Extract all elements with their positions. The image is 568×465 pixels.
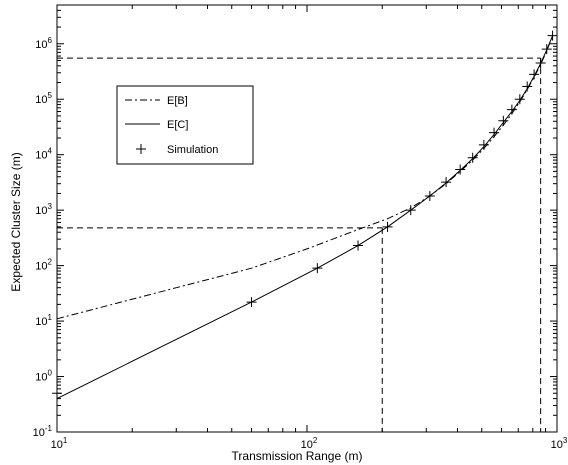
legend: E[B] E[C] Simulation <box>116 85 254 165</box>
simulation-point <box>535 57 546 68</box>
simulation-point <box>246 297 257 308</box>
y-tick-label: 104 <box>35 147 52 162</box>
simulation-point <box>478 139 489 150</box>
legend-label-1: E[C] <box>167 119 188 131</box>
simulation-point <box>441 177 452 188</box>
simulation-point <box>467 152 478 163</box>
legend-label-2: Simulation <box>167 144 218 156</box>
legend-marker-simulation <box>136 144 146 154</box>
series-line-1 <box>56 35 554 400</box>
simulation-point <box>514 94 525 105</box>
y-tick-label: 10-1 <box>33 424 53 439</box>
simulation-point <box>506 104 517 115</box>
series-line-0 <box>56 35 554 320</box>
simulation-point <box>405 205 416 216</box>
axes-layer: 101 102 103 10-1 100 101 102 103 104 105 106 <box>33 4 568 451</box>
y-tick-label: 102 <box>35 258 52 273</box>
simulation-point <box>382 221 393 232</box>
simulation-point <box>529 69 540 80</box>
y-tick-label: 101 <box>35 313 52 328</box>
y-tick-label: 106 <box>35 36 52 51</box>
y-tick-label: 100 <box>35 369 52 384</box>
simulation-point <box>312 263 323 274</box>
x-axis-title: Transmission Range (m) <box>232 449 363 463</box>
x-tick-label: 102 <box>301 436 318 451</box>
simulation-point <box>489 127 500 138</box>
plot-frame <box>56 4 558 433</box>
series-layer <box>52 30 558 400</box>
simulation-point <box>353 240 364 251</box>
y-tick-label: 105 <box>35 91 52 106</box>
reference-lines-layer <box>57 57 542 432</box>
simulation-point <box>522 81 533 92</box>
legend-label-0: E[B] <box>167 95 188 107</box>
simulation-point <box>455 164 466 175</box>
x-tick-label: 103 <box>551 436 568 451</box>
y-axis-title: Expected Cluster Size (m) <box>9 152 23 291</box>
x-tick-label: 101 <box>51 436 68 451</box>
y-tick-label: 103 <box>35 202 52 217</box>
simulation-point <box>547 30 558 41</box>
simulation-point <box>424 190 435 201</box>
simulation-point <box>498 115 509 126</box>
legend-box <box>116 85 254 165</box>
simulation-point <box>541 44 552 55</box>
